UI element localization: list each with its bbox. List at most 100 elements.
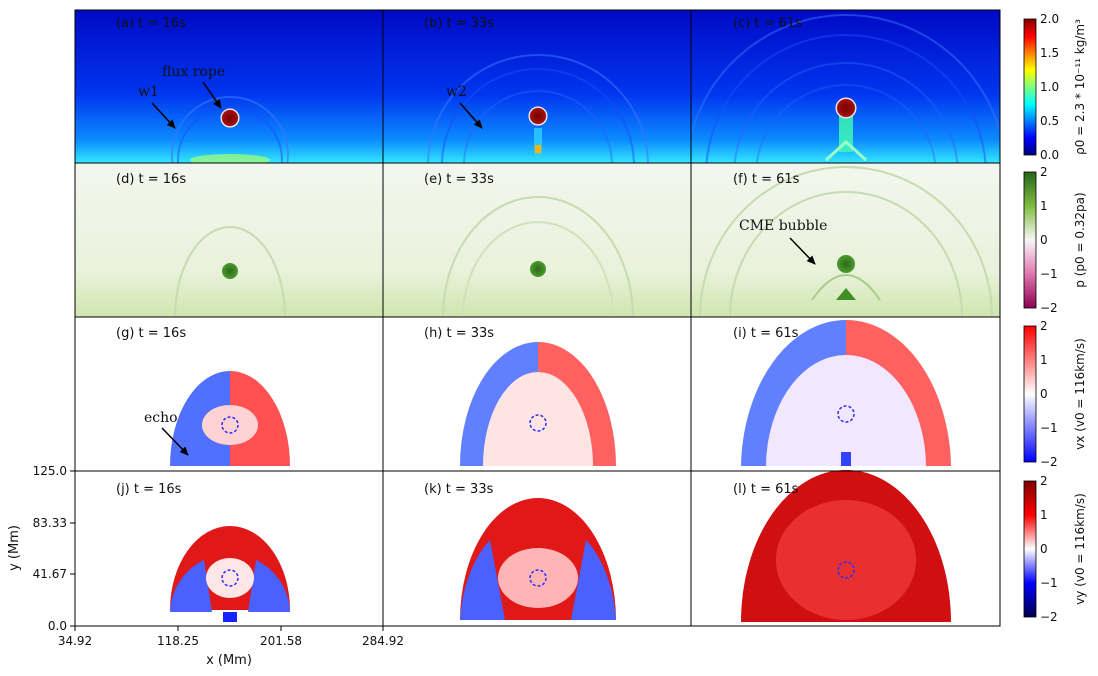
row-vx	[75, 317, 1000, 471]
panel-frames	[74, 9, 1001, 627]
annotation-cme-bubble: CME bubble	[739, 218, 827, 234]
colorbar-tick: 0	[1040, 387, 1048, 401]
colorbar-label-vy: vy (v0 = 116km/s)	[1073, 493, 1087, 605]
panel-label-b: (b) t = 33s	[424, 16, 494, 31]
panel-l-inner	[776, 500, 916, 620]
colorbar-tick: 0	[1040, 542, 1048, 556]
panel-h-inner	[483, 372, 593, 466]
panel-label-d: (d) t = 16s	[116, 172, 186, 187]
y-tick-label: 83.33	[33, 516, 67, 530]
colorbar-tick: 2	[1040, 474, 1048, 488]
flux-rope-c	[835, 97, 857, 119]
panel-d-wavefront	[174, 226, 286, 318]
panel-f-wavefront	[699, 166, 993, 318]
colorbar-tick: −1	[1040, 267, 1058, 281]
panel-j-inner	[206, 558, 254, 598]
annotation-flux-rope-arrow	[202, 81, 222, 109]
panel-c-jet-base	[824, 139, 868, 162]
pressure-core-e	[530, 261, 546, 277]
colorbar-tick: 2.0	[1040, 12, 1059, 26]
panel-label-k: (k) t = 33s	[424, 482, 494, 497]
panel-a-wavefront	[171, 96, 289, 163]
y-axis-title: y (Mm)	[7, 525, 22, 571]
colorbar-vx: 2 1 0 −1 −2 vx (v0 = 116km/s)	[1023, 319, 1087, 469]
y-tick-label: 125.0	[33, 464, 67, 478]
annotation-w2: w2	[446, 84, 467, 100]
annotation-w1-arrow	[151, 102, 176, 129]
row-density	[75, 10, 1000, 163]
annotation-echo-arrow	[161, 427, 189, 456]
panel-label-a: (a) t = 16s	[116, 16, 186, 31]
colorbar-tick: 1	[1040, 508, 1048, 522]
panel-j-base	[223, 612, 237, 622]
panel-i-rope	[837, 405, 855, 423]
colorbar-tick: 0	[1040, 233, 1048, 247]
colorbar-vy: 2 1 0 −1 −2 vy (v0 = 116km/s)	[1023, 474, 1087, 624]
panel-label-j: (j) t = 16s	[116, 482, 182, 497]
annotation-w1: w1	[138, 84, 159, 100]
colorbar-label-pressure: p (p0 = 0.32pa)	[1073, 192, 1087, 287]
flux-rope-a	[220, 108, 240, 128]
panel-labels: (a) t = 16s (b) t = 33s (c) t = 61s (d) …	[116, 16, 802, 497]
panel-h-rope	[529, 414, 547, 432]
panel-c-wavefront	[755, 84, 937, 163]
annotation-w2-arrow	[459, 102, 483, 129]
panel-a-wavefront	[177, 107, 283, 163]
panel-i-inner	[766, 355, 926, 466]
y-tick-label: 0.0	[48, 619, 67, 633]
panel-g-inner	[202, 405, 258, 445]
panel-k-blue-side	[571, 540, 616, 620]
colorbar-tick: 1.5	[1040, 46, 1059, 60]
colorbar-tick: −1	[1040, 576, 1058, 590]
panel-b-wavefront	[441, 68, 635, 163]
panel-label-l: (l) t = 61s	[733, 482, 799, 497]
panel-a-background	[75, 10, 383, 163]
annotations: w1 flux rope w2 CME bubble echo	[138, 64, 827, 456]
panel-i-base	[841, 452, 851, 466]
flux-rope-b	[528, 106, 548, 126]
colorbar-tick: 1	[1040, 199, 1048, 213]
panel-label-i: (i) t = 61s	[733, 326, 799, 341]
annotation-echo: echo	[144, 410, 178, 426]
panel-k-inner	[498, 548, 578, 608]
panel-g-rope	[221, 416, 239, 434]
y-tick-label: 41.67	[33, 567, 67, 581]
colorbar-label-vx: vx (v0 = 116km/s)	[1073, 338, 1087, 450]
panel-label-f: (f) t = 61s	[733, 172, 800, 187]
y-axis: 0.0 41.67 83.33 125.0 y (Mm)	[7, 464, 75, 633]
panel-g-right-lobe	[230, 371, 290, 466]
colorbar-tick: −2	[1040, 301, 1058, 315]
panel-k-rope	[529, 569, 547, 587]
annotation-cme-bubble-arrow	[789, 237, 816, 265]
panel-f-bubble-trail	[811, 274, 881, 301]
panel-label-c: (c) t = 61s	[733, 16, 802, 31]
colorbar-tick: 2	[1040, 165, 1048, 179]
panel-c-wavefront	[691, 14, 1000, 140]
colorbar-tick: −1	[1040, 421, 1058, 435]
colorbar-density: 2.0 1.5 1.0 0.5 0.0 ρ0 = 2.3 * 10⁻¹¹ kg/…	[1023, 12, 1087, 162]
colorbar-tick: 1	[1040, 353, 1048, 367]
pressure-core-d	[222, 263, 238, 279]
colorbar-tick: 1.0	[1040, 80, 1059, 94]
row-vy	[75, 470, 1000, 626]
colorbar-tick: −2	[1040, 455, 1058, 469]
panel-j-blue-side	[170, 560, 212, 612]
colorbar-tick: 2	[1040, 319, 1048, 333]
x-axis: 34.92 118.25 201.58 284.92 x (Mm)	[58, 626, 404, 668]
row-pressure	[75, 163, 1000, 318]
x-tick-label: 34.92	[58, 634, 92, 648]
panel-b-wavefront	[427, 54, 649, 163]
annotation-flux-rope: flux rope	[162, 64, 225, 80]
x-tick-label: 118.25	[157, 634, 199, 648]
panel-j-blue-side	[248, 560, 290, 612]
panel-a-base-glow	[190, 154, 270, 163]
panel-b-jet-tip	[535, 145, 541, 153]
panel-g-left-lobe	[170, 371, 230, 466]
x-tick-label: 201.58	[260, 634, 302, 648]
panel-k-blue-side	[460, 540, 505, 620]
panel-e-wavefront	[442, 196, 634, 318]
colorbar-tick: −2	[1040, 610, 1058, 624]
pressure-core-f	[837, 255, 855, 273]
panel-b-jet	[534, 128, 542, 158]
panel-l-rope	[837, 561, 855, 579]
